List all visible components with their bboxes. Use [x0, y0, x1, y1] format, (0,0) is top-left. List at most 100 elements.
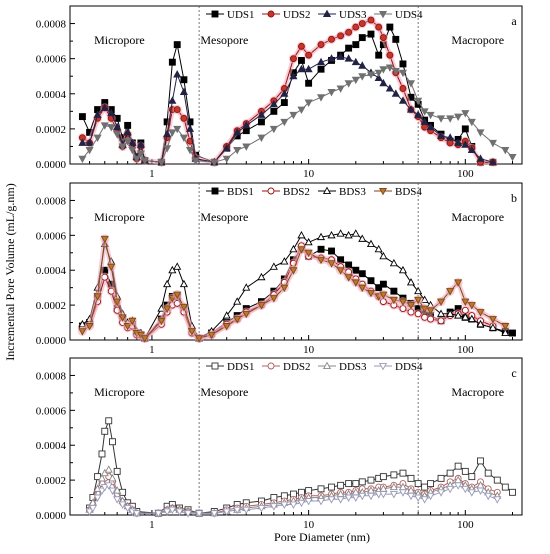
- data-point: [280, 99, 288, 107]
- data-point: [123, 323, 132, 331]
- data-point: [398, 298, 408, 307]
- data-point: [242, 283, 251, 291]
- data-point: [179, 134, 188, 143]
- data-point: [390, 287, 398, 295]
- data-point: [399, 469, 407, 477]
- data-point: [222, 155, 231, 164]
- data-point: [195, 510, 204, 518]
- data-point: [289, 501, 298, 509]
- data-point: [454, 311, 463, 319]
- data-point: [168, 58, 176, 66]
- data-point: [375, 51, 383, 59]
- data-point: [426, 307, 435, 315]
- legend-label: DDS2: [283, 361, 311, 373]
- data-point: [375, 284, 383, 292]
- legend-marker: [378, 187, 388, 196]
- panel-frame: [69, 357, 523, 516]
- data-point: [344, 80, 353, 88]
- panel-c: 0.0000 0.0002 0.0004 0.0006 0.0008 1 10 100 Micr…: [36, 357, 523, 531]
- data-point: [242, 506, 251, 515]
- data-point: [374, 73, 383, 81]
- data-point: [269, 99, 278, 108]
- data-point: [305, 51, 313, 59]
- data-point: [123, 138, 132, 146]
- legend-marker: [322, 9, 332, 17]
- panel-letter: c: [511, 366, 516, 380]
- region-label: Mesopore: [200, 385, 248, 399]
- data-point: [108, 487, 117, 495]
- data-point: [337, 32, 345, 40]
- x-tick-label: 100: [457, 168, 474, 180]
- data-point: [461, 140, 470, 148]
- data-point: [187, 328, 196, 336]
- data-point: [351, 76, 360, 85]
- data-point: [476, 309, 485, 317]
- data-point: [426, 122, 435, 131]
- series-UDS4: [78, 64, 517, 167]
- data-point: [136, 140, 145, 148]
- data-point: [454, 113, 463, 121]
- data-point: [476, 129, 485, 137]
- panel-frame: [69, 5, 523, 165]
- data-point: [379, 291, 388, 300]
- data-point: [488, 139, 497, 148]
- data-point: [414, 286, 423, 295]
- data-point: [128, 138, 137, 146]
- data-point: [97, 487, 107, 495]
- data-point: [345, 44, 353, 52]
- data-point: [85, 508, 94, 516]
- series-line: [82, 245, 494, 339]
- data-point: [389, 258, 398, 267]
- data-point: [140, 335, 149, 343]
- data-point: [104, 482, 113, 490]
- data-point: [270, 107, 278, 115]
- data-point: [391, 89, 400, 97]
- data-point: [297, 230, 306, 239]
- data-point: [163, 305, 172, 313]
- data-point: [509, 329, 516, 337]
- data-point: [420, 117, 429, 125]
- series-halo: [81, 243, 494, 341]
- y-tick-label: 0.0006: [36, 54, 67, 66]
- data-point: [467, 302, 476, 310]
- data-point: [327, 54, 336, 62]
- data-point: [317, 65, 325, 73]
- data-point: [173, 125, 182, 134]
- data-point: [398, 265, 408, 274]
- data-point: [242, 310, 251, 319]
- data-point: [108, 473, 117, 482]
- data-point: [132, 155, 141, 164]
- data-point: [173, 106, 181, 114]
- data-point: [93, 293, 102, 301]
- legend-label: DDS3: [339, 361, 367, 373]
- data-point: [100, 484, 109, 492]
- data-point: [179, 87, 188, 96]
- data-point: [358, 492, 367, 501]
- data-point: [352, 23, 360, 31]
- data-point: [367, 476, 375, 484]
- data-point: [168, 265, 177, 274]
- legend-entry: UDS3: [318, 9, 367, 21]
- data-point: [336, 496, 345, 504]
- legend-marker: [267, 10, 275, 18]
- data-point: [501, 483, 509, 491]
- data-point: [93, 494, 102, 502]
- legend-label: DDS1: [227, 361, 255, 373]
- series-DDS4: [85, 482, 502, 518]
- data-point: [297, 246, 306, 254]
- data-point: [242, 143, 251, 151]
- data-point: [358, 478, 366, 486]
- data-point: [379, 473, 387, 481]
- data-point: [85, 138, 94, 146]
- data-point: [358, 270, 366, 278]
- data-point: [317, 245, 325, 253]
- data-point: [351, 229, 360, 237]
- data-point: [105, 417, 113, 425]
- data-point: [366, 71, 376, 79]
- data-point: [461, 110, 470, 118]
- data-point: [316, 256, 326, 265]
- data-point: [501, 328, 510, 337]
- data-point: [336, 52, 345, 60]
- data-point: [351, 279, 360, 287]
- data-point: [446, 469, 454, 477]
